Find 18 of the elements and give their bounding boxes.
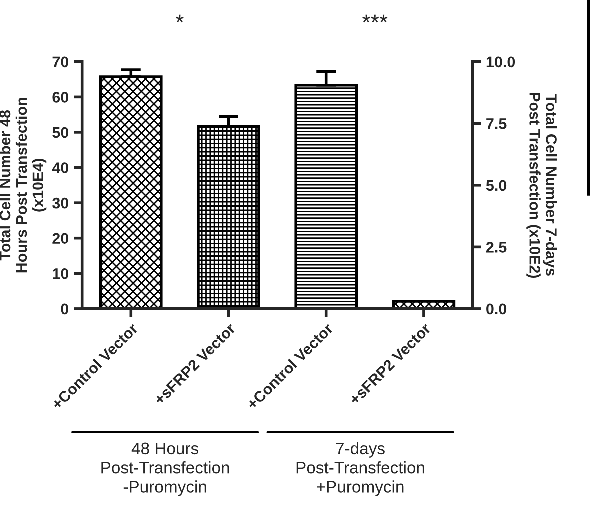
text: ***: [362, 14, 388, 23]
y2-tick-label: 0.0: [486, 304, 507, 315]
y-tick-label: 60: [52, 92, 69, 103]
y2-tick-label: 10.0: [486, 56, 516, 68]
text: 48 Hours Post-Transfection -Puromycin: [102, 442, 230, 496]
text: *: [176, 14, 184, 23]
text: 7-days Post-Transfection +Puromycin: [296, 442, 424, 496]
y-tick-label: 0: [61, 304, 69, 315]
y2-tick-label: 5.0: [486, 180, 507, 192]
y2-tick-label: 2.5: [486, 242, 507, 253]
y-tick-label: 20: [52, 233, 69, 244]
y-tick-label: 30: [52, 198, 69, 209]
y2-axis-title: Total Cell Number 7-days Post Transfection (x10E2): [526, 93, 558, 278]
y2-tick-label: 7.5: [486, 118, 507, 130]
y-tick-label: 10: [53, 268, 69, 280]
y-tick-label: 50: [52, 127, 69, 138]
y-tick-label: 70: [52, 56, 69, 68]
y-tick-label: 40: [52, 162, 69, 174]
